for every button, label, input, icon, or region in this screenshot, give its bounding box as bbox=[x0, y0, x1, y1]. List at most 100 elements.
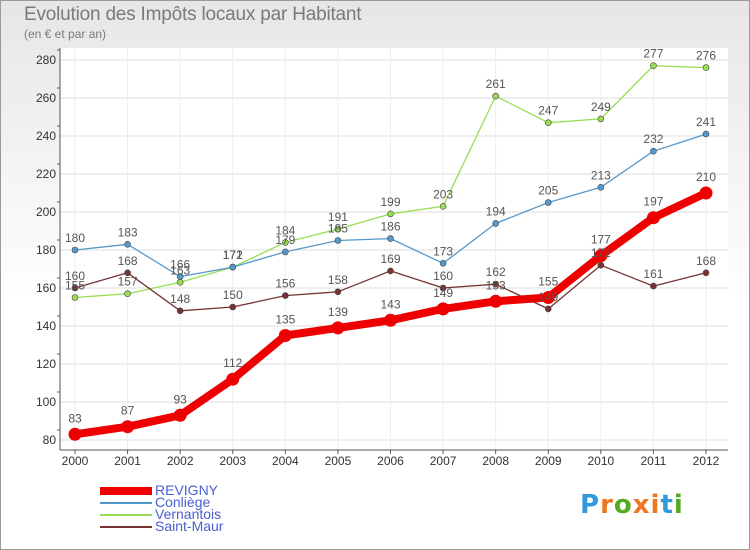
legend-label: REVIGNY bbox=[155, 482, 219, 498]
x-tick-label: 2007 bbox=[430, 454, 457, 468]
data-label-conli-ge: 171 bbox=[223, 248, 243, 262]
data-point-conli-ge bbox=[176, 273, 184, 280]
data-point-revigny bbox=[68, 427, 82, 441]
x-tick-label: 2001 bbox=[114, 454, 141, 468]
data-label-conli-ge: 185 bbox=[328, 222, 348, 236]
data-point-conli-ge bbox=[124, 241, 131, 248]
data-label-conli-ge: 232 bbox=[643, 132, 663, 146]
data-point-saint-maur bbox=[492, 280, 499, 288]
data-point-conli-ge bbox=[439, 259, 447, 267]
y-tick-label: 140 bbox=[36, 319, 56, 333]
x-tick-label: 2010 bbox=[587, 454, 614, 468]
data-point-revigny bbox=[226, 372, 240, 386]
legend-swatch bbox=[100, 487, 152, 495]
data-point-saint-maur bbox=[124, 269, 131, 277]
x-tick-label: 2011 bbox=[641, 454, 667, 468]
legend-item: Vernantois bbox=[100, 506, 320, 522]
data-label-vernantois: 172 bbox=[223, 248, 243, 262]
data-label-conli-ge: 186 bbox=[380, 220, 400, 234]
y-tick-label: 220 bbox=[36, 167, 56, 181]
data-point-vernantois bbox=[492, 92, 499, 100]
data-label-conli-ge: 205 bbox=[538, 184, 558, 198]
data-point-revigny bbox=[699, 186, 713, 200]
logo-letter: t bbox=[660, 490, 674, 520]
y-tick-label: 200 bbox=[36, 205, 56, 219]
logo-letter: i bbox=[650, 490, 661, 520]
data-point-revigny bbox=[173, 408, 187, 422]
data-label-saint-maur: 149 bbox=[538, 290, 558, 304]
data-label-vernantois: 155 bbox=[65, 279, 85, 293]
data-point-revigny bbox=[594, 249, 608, 263]
data-label-saint-maur: 148 bbox=[170, 292, 190, 306]
logo-letter: o bbox=[613, 490, 633, 520]
data-label-revigny: 210 bbox=[696, 170, 716, 184]
data-point-conli-ge bbox=[650, 147, 657, 155]
data-point-saint-maur bbox=[282, 292, 289, 299]
data-label-revigny: 139 bbox=[328, 305, 348, 319]
data-label-saint-maur: 160 bbox=[433, 269, 453, 283]
data-point-revigny bbox=[121, 420, 135, 434]
data-label-revigny: 135 bbox=[275, 313, 295, 327]
data-point-saint-maur bbox=[597, 261, 605, 269]
data-label-vernantois: 191 bbox=[328, 210, 348, 224]
data-point-conli-ge bbox=[597, 184, 605, 191]
data-point-conli-ge bbox=[282, 248, 289, 256]
data-point-vernantois bbox=[334, 225, 342, 233]
data-label-conli-ge: 183 bbox=[118, 225, 138, 239]
data-label-revigny: 93 bbox=[173, 392, 187, 406]
data-label-vernantois: 163 bbox=[170, 263, 190, 277]
proxiti-logo: Proxiti bbox=[580, 490, 684, 520]
data-point-revigny bbox=[384, 313, 397, 327]
data-label-saint-maur: 172 bbox=[591, 246, 611, 260]
data-label-vernantois: 276 bbox=[696, 49, 716, 63]
data-point-revigny bbox=[436, 302, 450, 316]
y-tick-label: 280 bbox=[36, 53, 56, 67]
y-tick-label: 160 bbox=[36, 281, 56, 295]
data-point-revigny bbox=[489, 294, 503, 308]
data-point-vernantois bbox=[702, 64, 710, 71]
logo-letter: r bbox=[600, 490, 614, 520]
data-label-revigny: 143 bbox=[380, 297, 400, 311]
data-label-revigny: 155 bbox=[538, 275, 558, 289]
data-label-revigny: 177 bbox=[591, 233, 611, 247]
data-point-vernantois bbox=[387, 210, 394, 218]
x-tick-label: 2004 bbox=[272, 454, 299, 468]
x-tick-label: 2008 bbox=[482, 454, 509, 468]
data-point-saint-maur bbox=[650, 282, 657, 290]
data-label-conli-ge: 213 bbox=[591, 168, 611, 182]
data-point-saint-maur bbox=[71, 284, 79, 292]
data-label-revigny: 83 bbox=[68, 411, 82, 425]
logo-letter: i bbox=[673, 490, 684, 520]
data-label-vernantois: 199 bbox=[380, 195, 400, 209]
data-label-vernantois: 277 bbox=[643, 47, 663, 61]
legend-label: Conliège bbox=[155, 494, 211, 510]
data-point-saint-maur bbox=[544, 305, 552, 313]
data-label-saint-maur: 158 bbox=[328, 273, 348, 287]
y-tick-label: 180 bbox=[36, 243, 56, 257]
data-point-vernantois bbox=[176, 278, 184, 286]
legend-swatch bbox=[100, 526, 152, 528]
x-tick-label: 2009 bbox=[535, 454, 562, 468]
data-label-saint-maur: 161 bbox=[643, 267, 663, 281]
logo-letter: P bbox=[580, 490, 601, 520]
x-tick-label: 2003 bbox=[219, 454, 246, 468]
data-point-conli-ge bbox=[492, 220, 499, 227]
y-tick-label: 260 bbox=[36, 91, 56, 105]
data-point-saint-maur bbox=[176, 307, 184, 315]
data-point-saint-maur bbox=[702, 269, 710, 277]
data-point-vernantois bbox=[124, 290, 131, 298]
data-point-conli-ge bbox=[334, 237, 342, 244]
y-tick-label: 80 bbox=[43, 433, 57, 447]
logo-letter: x bbox=[632, 490, 651, 520]
data-point-vernantois bbox=[71, 294, 79, 301]
data-label-vernantois: 249 bbox=[591, 100, 611, 114]
data-point-conli-ge bbox=[702, 130, 710, 138]
data-label-saint-maur: 168 bbox=[696, 254, 716, 268]
chart-title: Evolution des Impôts locaux par Habitant bbox=[24, 4, 362, 25]
data-point-vernantois bbox=[597, 115, 605, 123]
data-label-vernantois: 261 bbox=[486, 77, 506, 91]
x-tick-label: 2005 bbox=[325, 454, 352, 468]
data-label-vernantois: 247 bbox=[538, 104, 558, 118]
x-tick-label: 2000 bbox=[62, 454, 89, 468]
